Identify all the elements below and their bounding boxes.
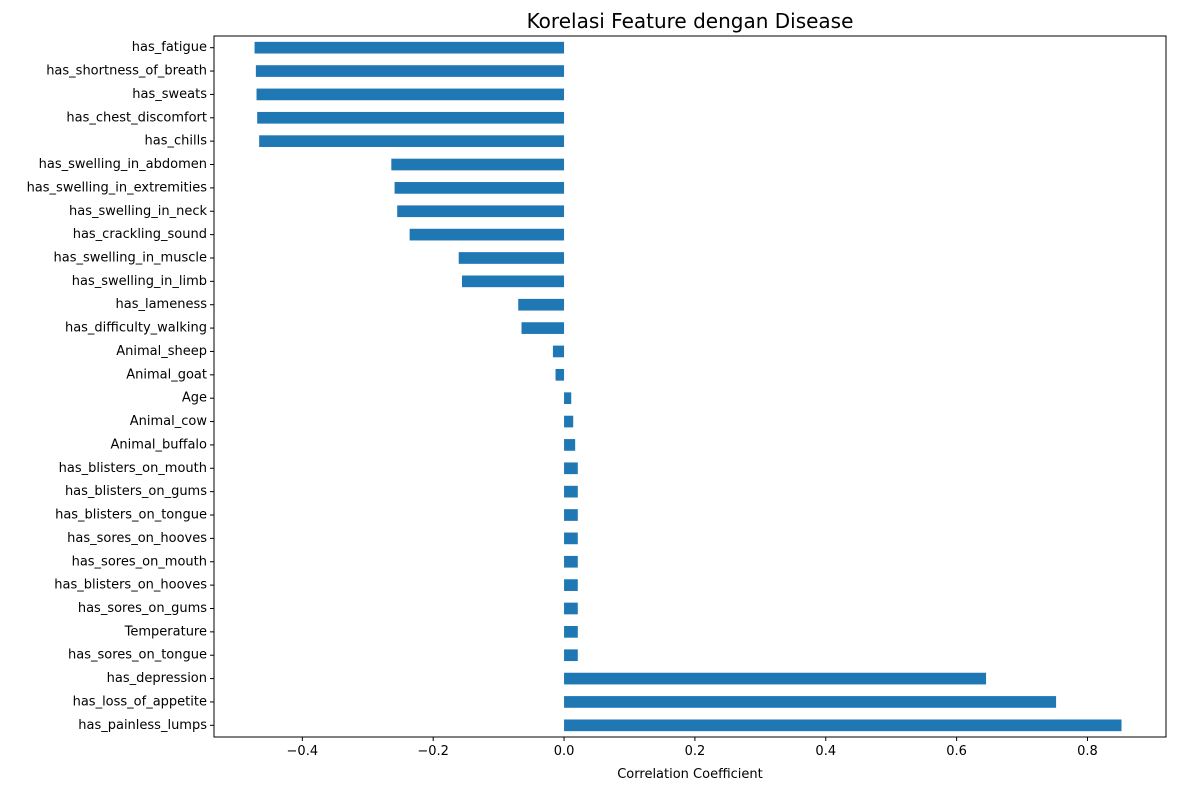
y-tick-label: has_painless_lumps	[78, 718, 207, 733]
bar-has-swelling-in-limb	[461, 275, 565, 288]
y-axis-ticks: has_fatigue has_shortness_of_breath has_sw…	[27, 40, 214, 733]
bar-age	[564, 392, 572, 405]
y-tick-label: has_swelling_in_limb	[72, 274, 207, 289]
bar-animal-cow	[564, 415, 574, 428]
x-tick-label: 0.2	[685, 744, 706, 759]
x-tick-label: 0.8	[1077, 744, 1098, 759]
x-tick-label: 0.4	[815, 744, 836, 759]
y-tick-label: has_fatigue	[132, 40, 207, 55]
y-tick-label: Animal_buffalo	[111, 437, 208, 452]
y-tick-label: has_blisters_on_tongue	[55, 508, 207, 523]
y-tick-label: has_swelling_in_extremities	[27, 180, 208, 195]
y-tick-label: Animal_sheep	[116, 344, 207, 359]
bar-has-crackling-sound	[409, 228, 565, 241]
y-tick-label: Animal_cow	[130, 414, 208, 429]
bar-has-lameness	[518, 298, 565, 311]
bar-has-loss-of-appetite	[564, 696, 1057, 708]
y-tick-label: has_blisters_on_gums	[65, 484, 207, 499]
y-tick-label: has_crackling_sound	[73, 227, 207, 242]
bar-has-blisters-on-gums	[564, 485, 578, 498]
y-tick-label: has_blisters_on_mouth	[59, 461, 207, 476]
bar-has-sweats	[256, 88, 565, 101]
y-tick-label: Animal_goat	[126, 367, 207, 382]
bar-has-swelling-in-extremities	[394, 182, 565, 194]
bars-group	[254, 41, 1122, 732]
y-tick-label: has_swelling_in_abdomen	[39, 157, 207, 172]
y-tick-label: has_loss_of_appetite	[73, 694, 207, 709]
y-tick-label: has_sores_on_hooves	[67, 531, 207, 546]
y-tick-label: has_shortness_of_breath	[46, 64, 207, 79]
chart-title: Korelasi Feature dengan Disease	[527, 9, 854, 33]
bar-has-chills	[259, 135, 565, 147]
x-tick-label: 0.0	[554, 744, 575, 759]
bar-animal-buffalo	[564, 439, 576, 451]
bar-has-swelling-in-abdomen	[391, 158, 565, 171]
bar-has-swelling-in-neck	[397, 205, 565, 218]
y-tick-label: Temperature	[124, 624, 207, 639]
x-tick-label: −0.4	[287, 744, 319, 759]
bar-has-fatigue	[254, 41, 565, 54]
x-axis-ticks: −0.4 −0.2 0.0 0.2 0.4 0.6 0.8	[287, 737, 1098, 759]
y-tick-label: has_chills	[145, 134, 208, 149]
x-tick-label: −0.2	[417, 744, 449, 759]
bar-animal-goat	[555, 368, 565, 381]
y-tick-label: has_swelling_in_muscle	[54, 250, 208, 265]
bar-temperature	[564, 626, 578, 638]
bar-has-sores-on-tongue	[564, 649, 578, 662]
bar-has-painless-lumps	[564, 719, 1122, 732]
bar-has-blisters-on-hooves	[564, 579, 578, 591]
bar-has-blisters-on-mouth	[564, 462, 578, 475]
bar-has-difficulty-walking	[521, 322, 565, 334]
bar-has-sores-on-mouth	[564, 555, 578, 568]
y-tick-label: Age	[182, 391, 207, 406]
bar-has-swelling-in-muscle	[458, 252, 565, 264]
x-axis-label: Correlation Coefficient	[617, 767, 763, 782]
bar-has-depression	[564, 672, 987, 685]
y-tick-label: has_depression	[107, 671, 207, 686]
bar-has-sores-on-gums	[564, 602, 578, 615]
bar-has-shortness-of-breath	[255, 65, 565, 77]
plot-frame	[213, 35, 1167, 738]
y-tick-label: has_chest_discomfort	[66, 110, 207, 125]
x-tick-label: 0.6	[946, 744, 967, 759]
bar-animal-sheep	[552, 345, 565, 358]
bar-has-blisters-on-tongue	[564, 509, 578, 521]
bar-has-chest-discomfort	[257, 111, 565, 124]
y-tick-label: has_sweats	[132, 87, 207, 102]
bar-has-sores-on-hooves	[564, 532, 578, 545]
y-tick-label: has_sores_on_mouth	[72, 554, 207, 569]
y-tick-label: has_lameness	[115, 297, 207, 312]
y-tick-label: has_difficulty_walking	[65, 321, 207, 336]
y-tick-label: has_swelling_in_neck	[69, 204, 207, 219]
y-tick-label: has_sores_on_tongue	[68, 648, 207, 663]
y-tick-label: has_sores_on_gums	[78, 601, 207, 616]
y-tick-label: has_blisters_on_hooves	[54, 578, 207, 593]
